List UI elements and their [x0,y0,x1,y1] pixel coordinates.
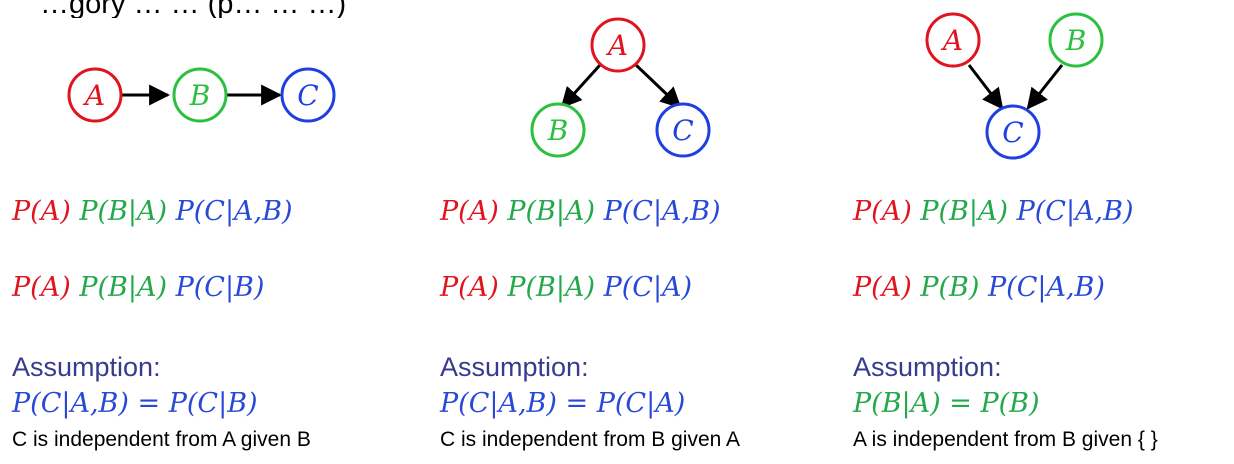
term-pb-given-a: P(B|A) [920,196,1008,227]
term-pb-given-a: P(B|A) [507,272,595,303]
equals-sign: = [949,388,972,419]
col2-simplified-factorization: P(A) P(B|A) P(C|A) [440,272,692,303]
col1-full-factorization: P(A) P(B|A) P(C|A,B) [12,196,293,227]
node-a-label: A [940,24,963,57]
header-text-cut-off: …gory … … (p… … …) [40,0,920,18]
node-a [67,67,123,123]
equation-rhs: P(C|B) [168,388,258,419]
node-c [985,104,1041,160]
col1-simplified-factorization: P(A) P(B|A) P(C|B) [12,272,264,303]
equals-sign: = [137,388,161,419]
term-pc-given-ab: P(C|A,B) [1016,196,1134,227]
term-pa: P(A) [440,272,499,303]
col3-full-factorization: P(A) P(B|A) P(C|A,B) [853,196,1134,227]
col2-assumption-label: Assumption: [440,352,589,382]
fork-graph: A B C [530,17,711,158]
node-c-label: C [297,79,318,112]
node-a [925,12,981,68]
node-a-label: A [605,29,628,62]
equation-lhs: P(B|A) [853,388,941,419]
term-pa: P(A) [853,196,912,227]
term-pc-given-ab: P(C|A,B) [603,196,721,227]
col3-assumption-equation: P(B|A) = P(B) [853,388,1040,419]
node-b [172,67,228,123]
col3-independence-note: A is independent from B given { } [853,428,1158,451]
term-pb: P(B) [920,272,980,303]
node-a-label: A [82,79,105,112]
node-c-label: C [672,114,693,147]
col1-assumption-equation: P(C|A,B) = P(C|B) [12,388,258,419]
term-pb-given-a: P(B|A) [79,196,167,227]
equals-sign: = [565,388,589,419]
term-pc-given-b: P(C|B) [175,272,265,303]
node-c [280,67,336,123]
equation-rhs: P(C|A) [596,388,686,419]
collider-graph: A B C [925,12,1104,160]
node-b-label: B [547,114,569,147]
node-b [1048,12,1104,68]
node-a [590,17,646,73]
col2-assumption-equation: P(C|A,B) = P(C|A) [440,388,685,419]
col2-full-factorization: P(A) P(B|A) P(C|A,B) [440,196,721,227]
term-pb-given-a: P(B|A) [507,196,595,227]
term-pc-given-a: P(C|A) [603,272,693,303]
equation-lhs: P(C|A,B) [440,388,557,419]
col1-independence-note: C is independent from A given B [12,428,311,451]
edge-a-to-c [967,64,1004,110]
col2-independence-note: C is independent from B given A [440,428,741,451]
chain-graph: A B C [67,67,336,123]
edge-a-to-b [560,63,602,109]
edge-b-to-c [1026,64,1064,110]
node-b-label: B [189,79,211,112]
header-text: …gory … … (p… … …) [40,0,347,18]
col1-assumption-label: Assumption: [12,352,161,382]
edge-a-to-c [634,63,682,109]
equation-rhs: P(B) [980,388,1040,419]
term-pa: P(A) [12,272,71,303]
node-b [530,102,586,158]
col3-assumption-label: Assumption: [853,352,1002,382]
term-pa: P(A) [853,272,912,303]
term-pb-given-a: P(B|A) [79,272,167,303]
node-b-label: B [1065,24,1087,57]
node-c [655,102,711,158]
term-pc-given-ab: P(C|A,B) [988,272,1105,303]
col3-simplified-factorization: P(A) P(B) P(C|A,B) [853,272,1105,303]
node-c-label: C [1002,116,1023,149]
term-pc-given-ab: P(C|A,B) [175,196,293,227]
term-pa: P(A) [12,196,71,227]
term-pa: P(A) [440,196,499,227]
equation-lhs: P(C|A,B) [12,388,129,419]
